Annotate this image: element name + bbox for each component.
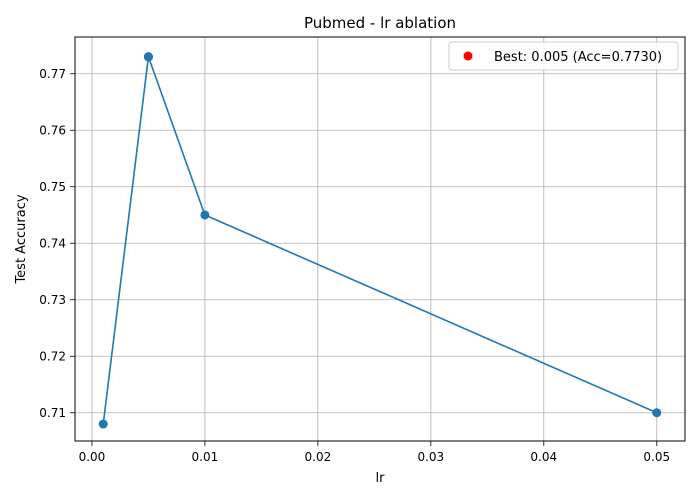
y-tick-label: 0.73 xyxy=(39,293,66,307)
x-tick-label: 0.05 xyxy=(643,450,670,464)
y-tick-label: 0.72 xyxy=(39,350,66,364)
data-point xyxy=(200,210,210,220)
x-tick-label: 0.01 xyxy=(192,450,219,464)
x-tick-label: 0.04 xyxy=(530,450,557,464)
legend-box xyxy=(448,41,679,71)
data-point xyxy=(98,419,108,429)
legend-best-label: Best: 0.005 (Acc=0.7730) xyxy=(494,50,662,65)
grid-lines xyxy=(75,37,685,441)
x-tick-label: 0.00 xyxy=(79,450,106,464)
y-tick-label: 0.77 xyxy=(39,67,66,81)
chart-title: Pubmed - lr ablation xyxy=(304,14,456,32)
plot-frame xyxy=(74,36,686,442)
series-line xyxy=(102,56,658,425)
data-series xyxy=(98,52,662,429)
legend: Best: 0.005 (Acc=0.7730) xyxy=(448,41,679,71)
y-tick-label: 0.76 xyxy=(39,124,66,138)
x-axis-ticks: 0.00 0.01 0.02 0.03 0.04 0.05 xyxy=(79,441,670,464)
y-axis-label: Test Accuracy xyxy=(14,194,29,284)
y-tick-label: 0.71 xyxy=(39,406,66,420)
y-tick-label: 0.75 xyxy=(39,180,66,194)
data-point xyxy=(652,408,662,418)
x-axis-label: lr xyxy=(376,471,386,486)
legend-best-marker xyxy=(463,51,473,61)
y-tick-label: 0.74 xyxy=(39,237,66,251)
y-axis-ticks: 0.71 0.72 0.73 0.74 0.75 0.76 0.77 xyxy=(39,67,75,420)
best-data-point xyxy=(143,52,153,62)
x-tick-label: 0.02 xyxy=(305,450,332,464)
x-tick-label: 0.03 xyxy=(417,450,444,464)
